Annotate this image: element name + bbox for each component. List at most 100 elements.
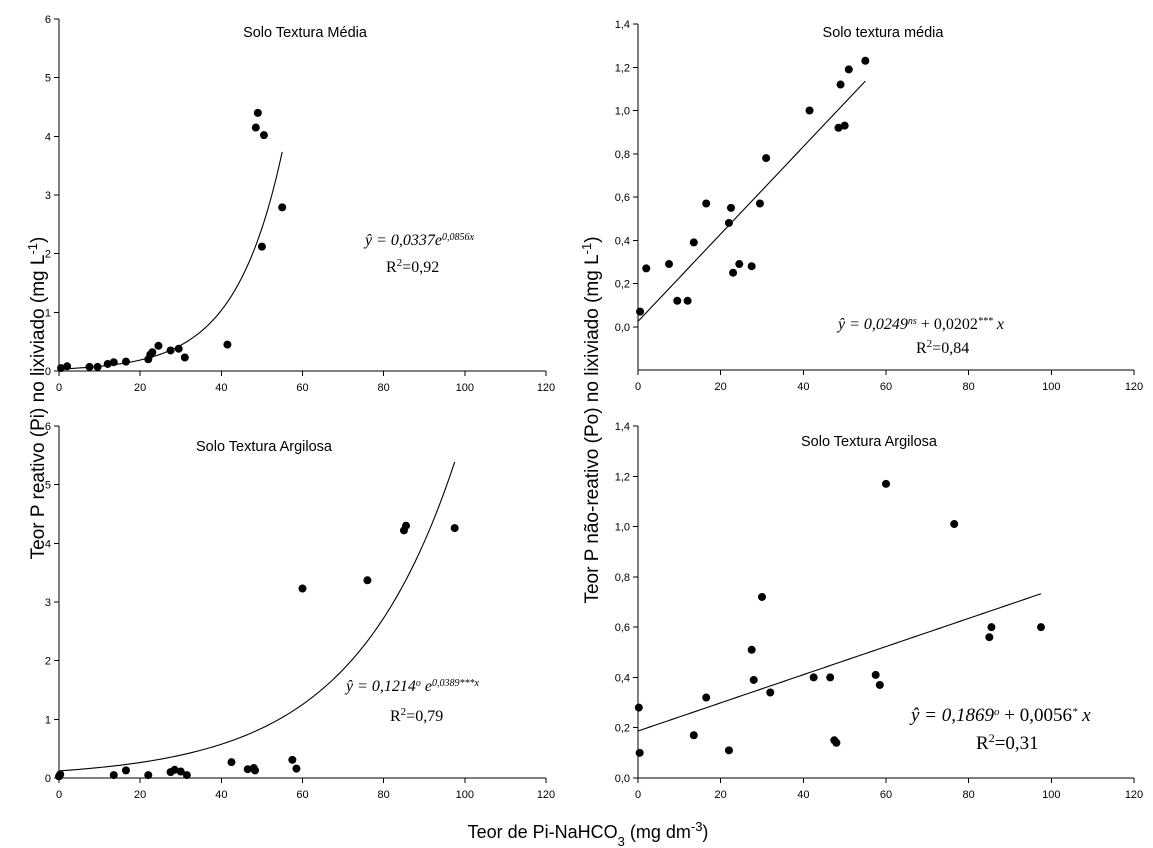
x-tick-label: 60	[296, 382, 308, 394]
data-point	[636, 307, 645, 316]
panel-top-right: 0,00,20,40,60,81,01,21,40 20 40 60 80 100 120 …	[615, 19, 1143, 393]
y-tick-label: 5	[45, 480, 51, 492]
data-point	[170, 765, 179, 774]
x-tick-label: 80	[378, 382, 390, 394]
data-point	[144, 771, 153, 780]
data-point	[826, 673, 835, 682]
y-tick-label: 0,4	[615, 235, 630, 247]
data-point	[243, 765, 252, 774]
data-point	[182, 771, 191, 780]
panel-title: Solo textura média	[823, 25, 945, 41]
data-point	[109, 771, 118, 780]
y-axis-label-left: Teor P reativo (Pi) no lixiviado (mg L-1…	[25, 237, 50, 560]
data-point	[755, 199, 764, 208]
data-point	[832, 738, 841, 747]
data-point	[875, 680, 884, 689]
data-point	[401, 521, 410, 530]
r-squared: R2=0,92	[386, 257, 439, 276]
data-point	[176, 767, 185, 776]
data-point	[450, 524, 459, 533]
data-point	[278, 203, 287, 212]
data-point	[882, 479, 890, 488]
x-tick-label: 120	[1125, 381, 1143, 393]
y-tick-label: 0,2	[615, 723, 630, 735]
regression-equation: ŷ = 0,1214o e0,0389***x	[344, 678, 480, 696]
data-point	[702, 199, 711, 208]
x-tick-label: 120	[537, 789, 555, 801]
regression-equation: ŷ = 0,1869o + 0,0056* x	[909, 705, 1091, 726]
data-point	[257, 242, 266, 251]
data-point	[673, 296, 682, 305]
x-tick-label: 100	[1042, 789, 1060, 801]
y-tick-label: 6	[45, 421, 51, 433]
y-tick-label: 4	[45, 538, 51, 550]
x-tick-label: 20	[715, 381, 727, 393]
data-point	[805, 106, 814, 115]
y-axis-label-right: Teor P não-reativo (Po) no lixiviado (mg…	[579, 236, 604, 603]
y-tick-label: 1,0	[615, 106, 630, 118]
data-point	[223, 340, 232, 349]
panel-title: Solo Textura Argilosa	[801, 434, 938, 450]
panel-bottom-right: 0,00,20,40,60,81,01,21,40 20 40 60 80 100 120 …	[615, 421, 1143, 801]
data-point	[109, 358, 118, 367]
y-tick-label: 0,6	[615, 622, 630, 634]
data-point	[729, 268, 738, 277]
y-tick-label: 2	[45, 249, 51, 261]
data-point	[292, 764, 301, 773]
y-tick-label: 1,2	[615, 471, 630, 483]
y-tick-label: 6	[45, 14, 51, 26]
data-point	[288, 755, 297, 764]
x-tick-label: 80	[378, 789, 390, 801]
data-point	[251, 766, 260, 775]
x-tick-label: 120	[537, 382, 555, 394]
data-point	[227, 758, 236, 767]
data-point	[148, 348, 157, 357]
x-axis-label: Teor de Pi-NaHCO3 (mg dm-3)	[468, 819, 709, 848]
y-tick-label: 2	[45, 656, 51, 668]
y-tick-label: 1,2	[615, 62, 630, 74]
data-point	[758, 592, 766, 601]
y-tick-label: 3	[45, 597, 51, 609]
data-point	[93, 362, 102, 371]
data-point	[766, 688, 775, 697]
data-point	[871, 670, 880, 679]
r-squared: R2=0,79	[390, 706, 443, 725]
data-point	[103, 359, 112, 368]
fit-curve	[58, 461, 456, 772]
x-tick-label: 20	[715, 789, 727, 801]
data-point	[844, 65, 853, 74]
data-point	[985, 633, 994, 642]
data-point	[298, 584, 307, 593]
data-point	[166, 346, 175, 355]
panel-title: Solo Textura Média	[243, 25, 368, 41]
data-point	[987, 623, 996, 632]
y-tick-label: 0,8	[615, 572, 630, 584]
data-point	[154, 341, 163, 350]
data-point	[363, 576, 372, 585]
data-point	[724, 218, 733, 227]
y-tick-label: 0,0	[615, 773, 630, 785]
data-point	[63, 362, 72, 371]
data-point	[950, 520, 959, 529]
data-point	[642, 264, 651, 273]
data-point	[253, 108, 262, 117]
y-tick-label: 1,4	[615, 421, 630, 433]
data-point	[259, 131, 268, 140]
data-point	[747, 262, 756, 271]
regression-equation: ŷ = 0,0249ns + 0,0202*** x	[836, 316, 1004, 334]
x-tick-label: 40	[797, 789, 809, 801]
panel-title: Solo Textura Argilosa	[196, 439, 333, 455]
x-tick-label: 60	[296, 789, 308, 801]
x-tick-label: 0	[635, 381, 641, 393]
x-tick-label: 100	[1042, 381, 1060, 393]
x-tick-label: 0	[56, 789, 62, 801]
data-point	[57, 364, 66, 373]
x-tick-label: 80	[963, 789, 975, 801]
x-tick-label: 60	[880, 381, 892, 393]
y-tick-label: 0	[45, 773, 51, 785]
y-tick-label: 3	[45, 190, 51, 202]
x-tick-label: 100	[456, 789, 474, 801]
x-tick-label: 40	[215, 789, 227, 801]
